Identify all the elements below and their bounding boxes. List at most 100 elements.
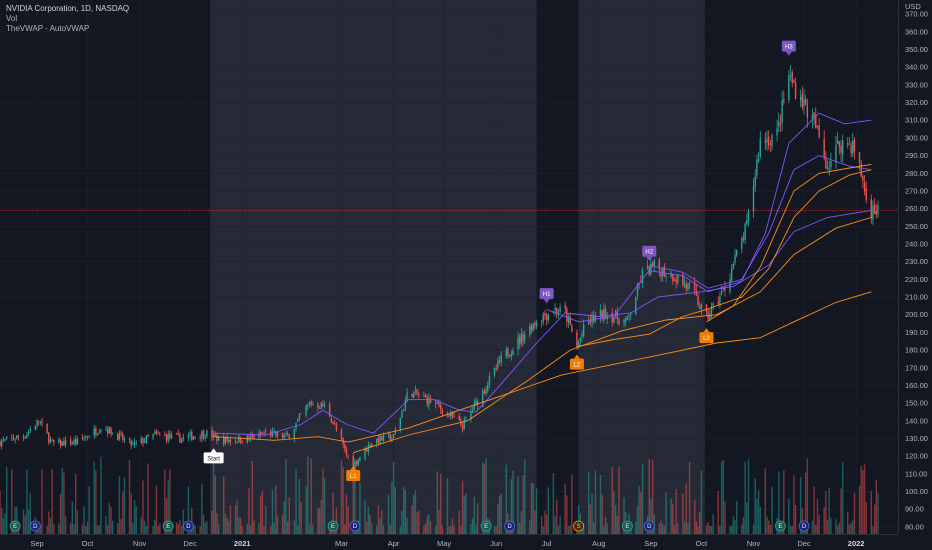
volume-bar: [705, 525, 708, 534]
price-tick-label: 160.00: [905, 381, 928, 390]
event-marker-e[interactable]: E: [621, 520, 633, 532]
candle-body: [83, 438, 85, 440]
volume-bar: [606, 523, 608, 534]
candle-body: [192, 436, 195, 440]
candle-body: [86, 436, 89, 438]
volume-bar: [224, 513, 227, 534]
volume-bar: [682, 493, 684, 534]
pivot-label-text: L3: [703, 336, 710, 342]
volume-bar: [587, 471, 590, 534]
price-tick-label: 320.00: [905, 98, 928, 107]
volume-bar: [747, 459, 750, 534]
candle-body: [365, 448, 368, 452]
event-marker-d[interactable]: D: [29, 520, 41, 532]
candle-body: [164, 434, 166, 436]
pivot-label-box: [346, 470, 361, 482]
volume-bar: [783, 470, 785, 534]
volume-bar: [88, 486, 90, 534]
pivot-label-text: L1: [350, 474, 357, 480]
volume-bar: [263, 525, 265, 534]
event-marker-d[interactable]: D: [349, 520, 361, 532]
candle-body: [776, 128, 778, 136]
event-marker-d[interactable]: D: [504, 520, 516, 532]
vwap-lines: [213, 112, 872, 454]
candle-body: [214, 434, 216, 436]
candle-body: [799, 96, 802, 101]
candle-body: [672, 274, 674, 281]
volume-bar: [818, 515, 820, 534]
event-marker-d[interactable]: D: [643, 520, 655, 532]
price-axis[interactable]: 80.00 90.00 100.00 110.00 120.00 130.00 140.00…: [905, 10, 928, 532]
candle-body: [757, 158, 760, 162]
volume-bar: [534, 510, 536, 534]
event-marker-d[interactable]: D: [182, 520, 194, 532]
candle-body: [406, 392, 408, 401]
candle-body: [552, 312, 555, 314]
symbol-title[interactable]: NVIDIA Corporation, 1D, NASDAQ: [6, 4, 130, 13]
event-marker-e[interactable]: E: [162, 520, 174, 532]
volume-bar: [601, 494, 603, 534]
candle-body: [246, 435, 248, 443]
pivot-label-text: H3: [785, 45, 793, 51]
volume-bar: [135, 506, 137, 534]
volume-bar: [493, 525, 496, 534]
event-marker-e[interactable]: E: [480, 520, 492, 532]
volume-bar: [387, 494, 390, 534]
candle-body: [524, 335, 526, 341]
volume-bar: [214, 475, 216, 534]
candle-body: [424, 394, 427, 398]
volume-bar: [133, 500, 136, 534]
candle-body: [206, 430, 208, 437]
candle-body: [402, 409, 405, 411]
price-tick-label: 150.00: [905, 399, 928, 408]
candle-body: [554, 308, 556, 311]
event-marker-e[interactable]: E: [9, 520, 21, 532]
volume-bar: [438, 509, 440, 534]
candle-body: [670, 272, 672, 277]
volume-bar: [49, 517, 52, 534]
volume-bar: [540, 516, 543, 534]
candle-body: [58, 439, 60, 443]
candle-body: [27, 431, 30, 434]
candle-body: [720, 290, 723, 295]
candle-body: [582, 324, 585, 336]
volume-bar: [310, 458, 312, 534]
event-marker-s[interactable]: S: [573, 520, 585, 532]
volume-bar: [24, 515, 26, 534]
candle-body: [248, 436, 250, 440]
volume-bar: [143, 520, 146, 534]
volume-bar: [191, 507, 193, 534]
candle-body: [111, 432, 114, 434]
candle-body: [732, 264, 735, 270]
candle-body: [754, 176, 756, 187]
volume-bar: [542, 525, 544, 534]
event-marker-e[interactable]: E: [327, 520, 339, 532]
candle-body: [263, 433, 265, 435]
candle-body: [217, 436, 220, 441]
event-marker-d[interactable]: D: [798, 520, 810, 532]
volume-bar: [623, 497, 625, 534]
volume-bar: [416, 512, 418, 534]
volume-bar: [460, 525, 462, 534]
candle-body: [332, 421, 334, 424]
volume-indicator-label[interactable]: Vol: [6, 14, 18, 23]
volume-bar: [359, 482, 361, 534]
vwap-line: [546, 112, 872, 323]
event-marker-e[interactable]: E: [775, 520, 786, 532]
volume-bar: [389, 524, 391, 534]
vwap-indicator-label[interactable]: TheVWAP - AutoVWAP: [6, 24, 90, 33]
candle-body: [367, 445, 370, 453]
candle-body: [641, 269, 644, 283]
candle-body: [347, 455, 349, 457]
volume-bar: [603, 525, 605, 534]
candle-body: [122, 434, 124, 440]
time-axis[interactable]: Sep Oct Nov Dec 2021 Mar Apr May Jun Jul Aug Sep Oct…: [30, 539, 864, 548]
volume-bar: [167, 480, 169, 534]
volume-bar: [251, 460, 254, 534]
shaded-periods: [210, 0, 705, 534]
currency-label: USD: [905, 2, 921, 11]
volume-bar: [828, 487, 830, 534]
volume-bar: [497, 503, 499, 534]
candle-body: [265, 431, 267, 433]
